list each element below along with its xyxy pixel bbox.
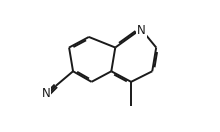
Text: N: N	[137, 24, 146, 37]
Text: N: N	[42, 87, 50, 100]
